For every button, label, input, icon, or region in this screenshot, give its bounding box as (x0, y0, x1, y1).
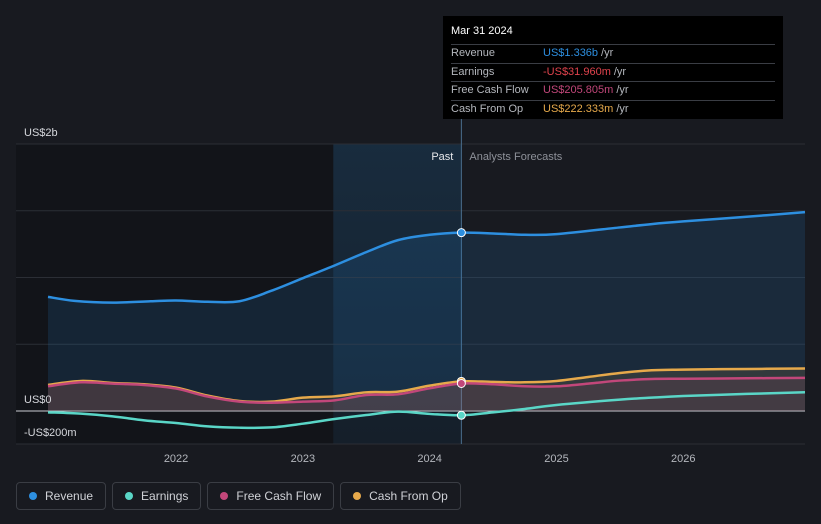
chart-legend: Revenue Earnings Free Cash Flow Cash Fro… (16, 482, 461, 512)
tooltip-label: Earnings (451, 65, 495, 78)
tooltip-row-cash-from-op: Cash From Op US$222.333m /yr (451, 99, 775, 119)
free-cash-flow-dot-icon (220, 492, 229, 500)
legend-item-cash-from-op[interactable]: Cash From Op (340, 482, 461, 510)
chart-tooltip: Mar 31 2024 Revenue US$1.336b /yr Earnin… (443, 16, 783, 119)
legend-label: Revenue (45, 489, 94, 503)
past-label: Past (431, 151, 453, 163)
tooltip-value: -US$31.960m (543, 65, 611, 78)
tooltip-label: Revenue (451, 47, 496, 59)
tooltip-label: Cash From Op (451, 102, 524, 115)
tooltip-unit: /yr (601, 47, 614, 59)
legend-item-earnings[interactable]: Earnings (112, 482, 202, 510)
legend-label: Cash From Op (369, 489, 448, 503)
tooltip-value: US$205.805m (543, 84, 614, 96)
legend-item-revenue[interactable]: Revenue (16, 482, 107, 510)
tooltip-row-revenue: Revenue US$1.336b /yr (451, 44, 775, 63)
forecast-label: Analysts Forecasts (469, 151, 562, 163)
cash-from-op-dot-icon (353, 492, 362, 500)
tooltip-value: US$222.333m (543, 102, 614, 115)
free-cash-flow-area (48, 377, 805, 411)
tooltip-row-earnings: Earnings -US$31.960m /yr (451, 62, 775, 82)
revenue-line (47, 210, 806, 304)
y-axis-label: US$0 (24, 394, 52, 406)
earnings-dot-icon (125, 492, 134, 500)
x-tick-label: 2022 (164, 453, 188, 465)
free-cash-flow-line (47, 376, 806, 404)
free-cash-flow-marker (456, 378, 466, 388)
tooltip-unit: /yr (616, 84, 629, 96)
tooltip-value: US$1.336b (543, 47, 599, 59)
tooltip-row-free-cash-flow: Free Cash Flow US$205.805m /yr (451, 81, 775, 100)
legend-label: Free Cash Flow (236, 489, 322, 503)
revenue-area (48, 212, 805, 411)
tooltip-date: Mar 31 2024 (451, 25, 513, 37)
x-tick-label: 2024 (417, 453, 441, 465)
y-axis-label: US$2b (24, 127, 58, 139)
x-tick-label: 2026 (671, 453, 695, 465)
earnings-line (47, 391, 806, 430)
x-tick-label: 2025 (544, 453, 568, 465)
tooltip-unit: /yr (613, 65, 627, 78)
tooltip-unit: /yr (616, 102, 629, 115)
y-axis-label: -US$200m (24, 427, 77, 439)
revenue-dot-icon (29, 492, 37, 500)
revenue-marker (456, 228, 466, 238)
tooltip-label: Free Cash Flow (451, 84, 529, 96)
legend-item-free-cash-flow[interactable]: Free Cash Flow (207, 482, 335, 510)
x-tick-label: 2023 (291, 453, 315, 465)
earnings-marker (456, 410, 466, 420)
legend-label: Earnings (141, 489, 189, 503)
